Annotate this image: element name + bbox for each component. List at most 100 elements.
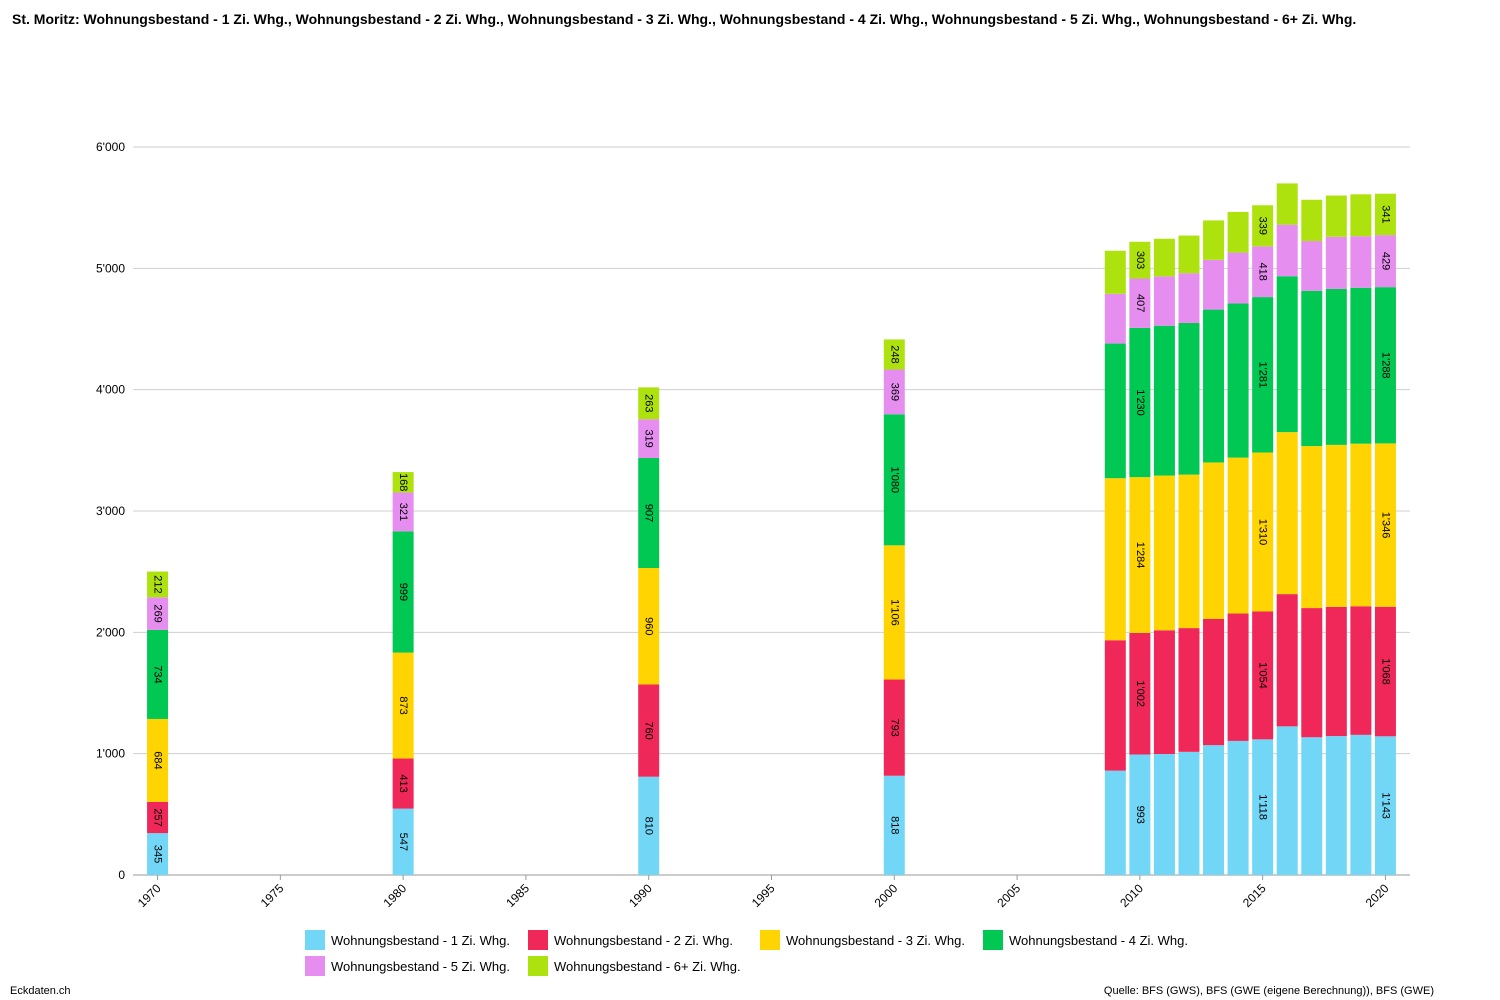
bar-segment	[1252, 205, 1274, 247]
bar-segment	[1350, 287, 1372, 444]
bar-segment	[1374, 235, 1396, 288]
legend-swatch	[528, 956, 548, 976]
legend-swatch	[528, 930, 548, 950]
bar-segment	[1276, 276, 1298, 433]
bar-segment	[1325, 288, 1347, 445]
bar-segment	[1227, 457, 1249, 614]
data-label: 248	[888, 345, 900, 363]
bar-segment	[1374, 443, 1396, 607]
bar-segment	[1301, 241, 1323, 291]
data-label: 339	[1257, 217, 1269, 235]
y-tick-label: 2'000	[96, 625, 125, 639]
legend-label: Wohnungsbestand - 4 Zi. Whg.	[1009, 932, 1188, 948]
bar-segment	[1350, 606, 1372, 735]
bar-segment	[1374, 287, 1396, 444]
bar-segment	[1276, 726, 1298, 875]
bar-segment	[1178, 322, 1200, 475]
bar-segment	[1153, 238, 1175, 277]
data-label: 345	[152, 845, 164, 863]
data-label: 1'106	[888, 599, 900, 626]
data-label: 1'002	[1134, 680, 1146, 707]
bar-segment	[147, 629, 169, 719]
bar-segment	[1178, 235, 1200, 274]
legend-label: Wohnungsbestand - 2 Zi. Whg.	[554, 932, 733, 948]
bar-segment	[1252, 297, 1274, 453]
bar-segment	[638, 684, 660, 777]
bar-segment	[1104, 250, 1126, 294]
y-tick-label: 5'000	[96, 261, 125, 275]
y-tick-label: 3'000	[96, 504, 125, 518]
bar-segment	[392, 492, 414, 532]
legend-label: Wohnungsbestand - 5 Zi. Whg.	[331, 958, 510, 974]
bar-segment	[1203, 259, 1225, 310]
bar-segment	[1276, 224, 1298, 277]
data-label: 1'288	[1379, 352, 1391, 379]
bar-segment	[638, 776, 660, 875]
bar-segment	[638, 457, 660, 569]
bar-segment	[883, 775, 905, 875]
bar-segment	[1227, 613, 1249, 741]
x-tick-label: 1970	[135, 881, 164, 910]
bar-segment	[883, 679, 905, 776]
legend-label: Wohnungsbestand - 3 Zi. Whg.	[786, 932, 965, 948]
bar-segment	[1325, 236, 1347, 289]
bar-segment	[1252, 246, 1274, 298]
bar-segment	[1104, 343, 1126, 479]
data-label: 1'118	[1257, 794, 1269, 820]
bar-segment	[392, 758, 414, 809]
bar-segment	[638, 387, 660, 420]
bar-segment	[1252, 739, 1274, 875]
x-tick-label: 1995	[749, 881, 778, 910]
data-label: 993	[1134, 806, 1146, 824]
x-tick-label: 1980	[380, 881, 409, 910]
data-label: 1'310	[1257, 519, 1269, 546]
data-label: 734	[152, 665, 164, 683]
legend-label: Wohnungsbestand - 6+ Zi. Whg.	[554, 958, 741, 974]
y-tick-label: 0	[118, 868, 125, 882]
y-tick-label: 6'000	[96, 140, 125, 154]
bar-segment	[1276, 183, 1298, 225]
bar-segment	[1153, 475, 1175, 631]
legend-item: Wohnungsbestand - 1 Zi. Whg.	[305, 930, 510, 950]
bar-segment	[1350, 734, 1372, 875]
data-label: 1'080	[888, 467, 900, 494]
legend-swatch	[760, 930, 780, 950]
x-tick-label: 1985	[503, 881, 532, 910]
bar-segment	[1203, 220, 1225, 260]
bar-segment	[1227, 303, 1249, 458]
bar-segment	[1129, 278, 1151, 328]
data-label: 1'068	[1379, 658, 1391, 685]
bar-segment	[147, 833, 169, 875]
data-label: 960	[643, 617, 655, 635]
data-label: 257	[152, 808, 164, 826]
data-label: 1'284	[1134, 542, 1146, 569]
data-label: 873	[397, 696, 409, 714]
x-tick-label: 2005	[994, 881, 1023, 910]
legend-item: Wohnungsbestand - 5 Zi. Whg.	[305, 956, 510, 976]
data-label: 407	[1134, 294, 1146, 312]
bar-segment	[1227, 252, 1249, 304]
x-tick-label: 2010	[1117, 881, 1146, 910]
bar-segment	[147, 801, 169, 834]
bar-segment	[1276, 594, 1298, 727]
legend-swatch	[305, 930, 325, 950]
x-tick-label: 1975	[258, 881, 287, 910]
bar-segment	[1301, 737, 1323, 875]
data-label: 793	[888, 718, 900, 736]
bar-segment	[1374, 736, 1396, 875]
data-label: 999	[397, 583, 409, 601]
bar-segment	[1301, 290, 1323, 447]
data-label: 810	[643, 817, 655, 835]
legend-item: Wohnungsbestand - 4 Zi. Whg.	[983, 930, 1188, 950]
site-credit: Eckdaten.ch	[10, 985, 71, 997]
bar-segment	[1153, 754, 1175, 875]
bar-segment	[1203, 309, 1225, 463]
bar-segment	[638, 568, 660, 685]
legend-swatch	[983, 930, 1003, 950]
bar-segment	[392, 652, 414, 759]
bar-segment	[1153, 630, 1175, 755]
bar-segment	[392, 472, 414, 493]
bar-segment	[1325, 736, 1347, 875]
bar-segment	[1325, 195, 1347, 237]
